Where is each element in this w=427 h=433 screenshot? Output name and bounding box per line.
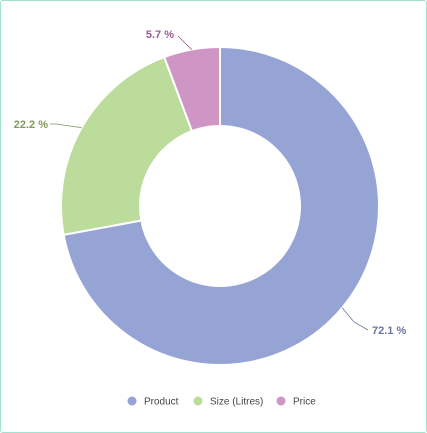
leader-line-price — [177, 35, 192, 50]
slice-labels: 72.1 % 22.2 % 5.7 % — [14, 29, 407, 337]
leader-line-product — [341, 307, 369, 331]
slice-price[interactable] — [162, 45, 221, 133]
slice-product[interactable] — [62, 45, 380, 366]
slice-label-product: 72.1 % — [372, 325, 406, 337]
legend[interactable]: Product Size (Litres) Price — [127, 396, 317, 408]
slice-size-litres[interactable] — [60, 55, 194, 236]
legend-item-size-litres[interactable]: Size (Litres) — [193, 396, 264, 408]
leader-lines — [50, 35, 369, 331]
legend-label-price: Price — [293, 397, 316, 408]
legend-label-size-litres: Size (Litres) — [210, 397, 263, 408]
legend-item-product[interactable]: Product — [127, 396, 179, 408]
legend-swatch-product — [127, 396, 137, 406]
legend-swatch-size-litres — [193, 396, 203, 406]
slice-label-size-litres: 22.2 % — [14, 119, 48, 131]
leader-line-size-litres — [50, 123, 82, 129]
slice-label-price: 5.7 % — [146, 29, 174, 41]
legend-swatch-price — [276, 396, 286, 406]
legend-item-price[interactable]: Price — [276, 396, 317, 408]
slices — [60, 45, 380, 366]
legend-label-product: Product — [144, 397, 179, 408]
